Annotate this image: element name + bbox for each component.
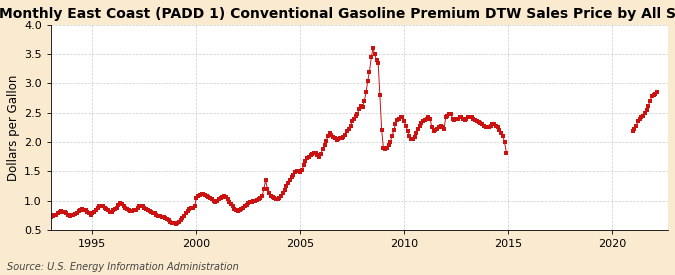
Title: Monthly East Coast (PADD 1) Conventional Gasoline Premium DTW Sales Price by All: Monthly East Coast (PADD 1) Conventional… xyxy=(0,7,675,21)
Text: Source: U.S. Energy Information Administration: Source: U.S. Energy Information Administ… xyxy=(7,262,238,272)
Y-axis label: Dollars per Gallon: Dollars per Gallon xyxy=(7,74,20,180)
